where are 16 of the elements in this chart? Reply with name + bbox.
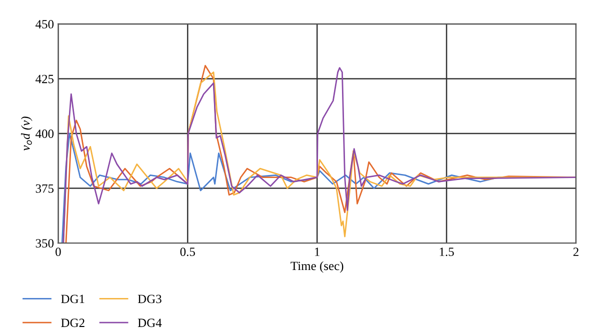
- x-tick-label: 2: [573, 248, 578, 256]
- legend-label: DG3: [138, 294, 162, 304]
- y-tick-label: 400: [36, 130, 54, 138]
- y-axis-title: v$_{o}$d (v): [21, 116, 32, 151]
- x-tick-label: 1.5: [440, 248, 454, 256]
- x-tick-label: 1: [315, 248, 320, 256]
- x-tick-label: 0: [56, 248, 61, 256]
- x-axis-title: Time (sec): [290, 261, 344, 273]
- x-tick-label: 0.5: [180, 248, 195, 256]
- y-tick-label: 350: [36, 239, 54, 248]
- legend-label: DG1: [61, 294, 84, 304]
- y-tick-label: 375: [36, 184, 54, 193]
- legend-label: DG4: [138, 318, 162, 328]
- legend-label: DG2: [61, 318, 84, 328]
- y-tick-label: 425: [36, 74, 54, 84]
- y-tick-label: 450: [36, 20, 54, 28]
